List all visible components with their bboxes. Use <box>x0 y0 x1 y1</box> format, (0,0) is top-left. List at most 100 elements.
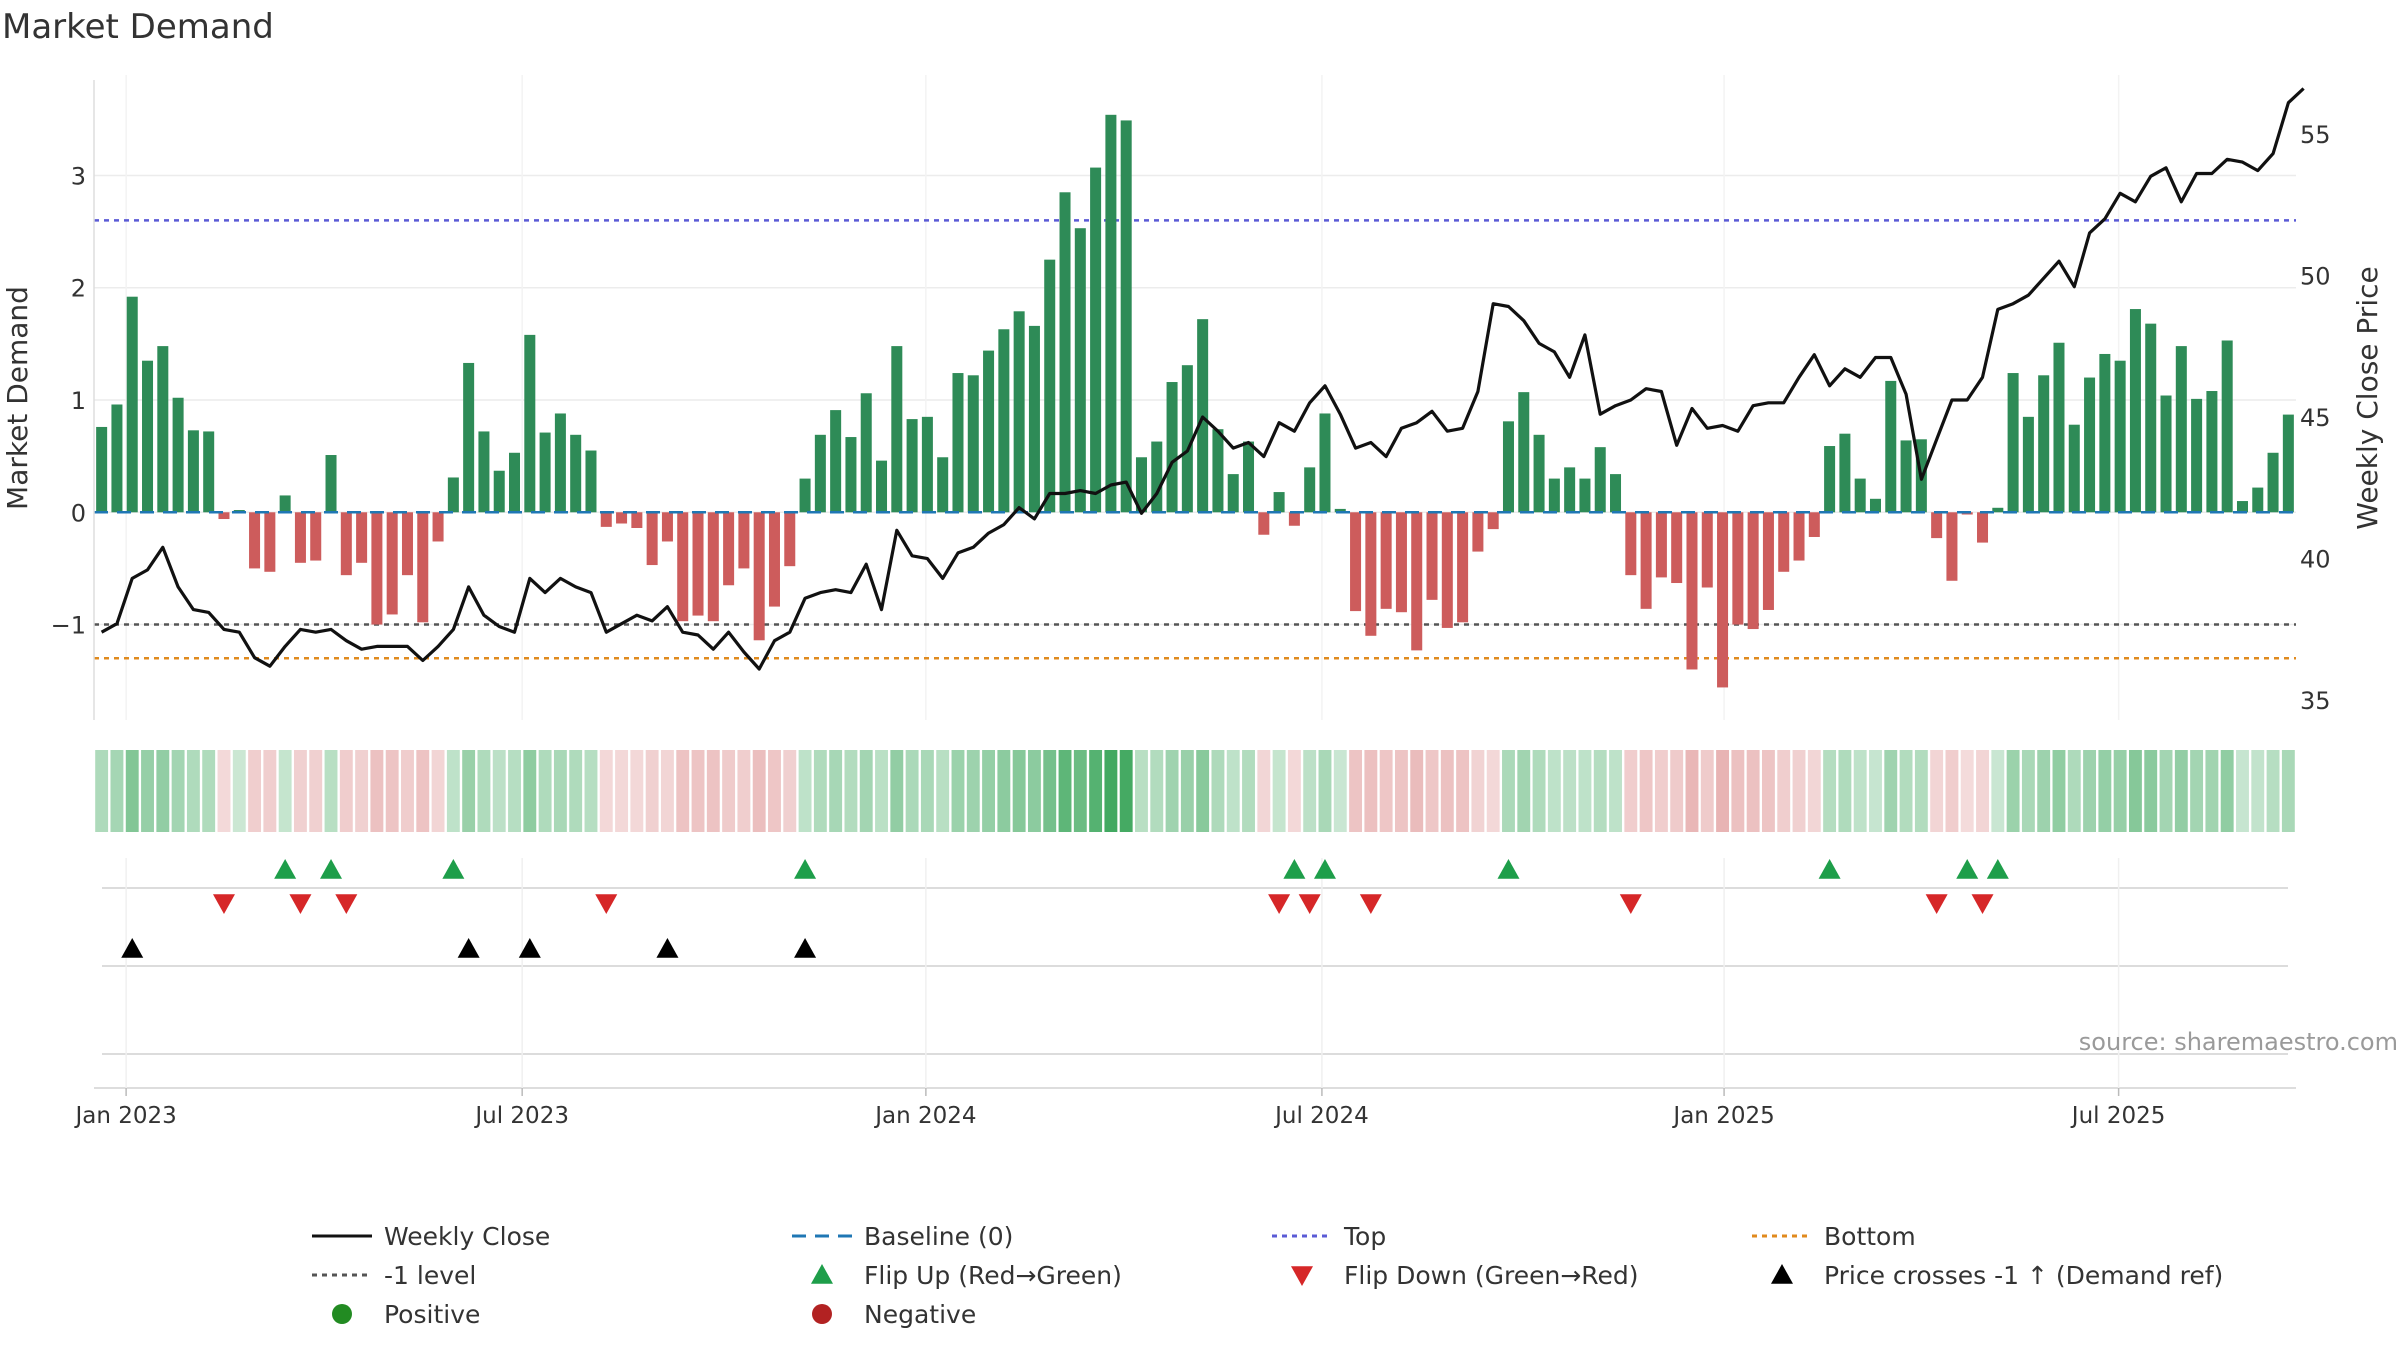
heat-cell <box>660 750 674 832</box>
heat-cell <box>95 750 109 832</box>
heat-cell <box>1563 750 1577 832</box>
heat-cell <box>1960 750 1974 832</box>
legend-item: Negative <box>812 1300 976 1329</box>
heat-cell <box>1838 750 1852 832</box>
triangle-up-marker <box>457 938 480 958</box>
demand-heat-strip <box>95 750 2295 832</box>
demand-bar <box>203 431 215 513</box>
x-tick-label: Jul 2023 <box>473 1103 569 1129</box>
demand-bar <box>906 419 918 513</box>
demand-bar <box>585 450 597 513</box>
demand-bar <box>1655 512 1667 578</box>
heat-cell <box>2052 750 2066 832</box>
legend-label: -1 level <box>384 1261 476 1290</box>
x-tick-label: Jul 2025 <box>2070 1103 2166 1129</box>
triangle-up-marker <box>1313 859 1336 879</box>
heat-cell <box>1257 750 1271 832</box>
demand-bar <box>1487 512 1499 530</box>
heat-cell <box>599 750 613 832</box>
demand-bar <box>1747 512 1759 630</box>
heat-cell <box>1440 750 1454 832</box>
heat-cell <box>1043 750 1057 832</box>
heat-cell <box>1578 750 1592 832</box>
legend-label: Bottom <box>1824 1222 1916 1251</box>
triangle-up-marker <box>442 859 465 879</box>
demand-bar <box>1074 228 1086 513</box>
heat-cell <box>2281 750 2295 832</box>
heat-cell <box>1135 750 1148 832</box>
legend-swatch-triangle-down <box>1291 1266 1313 1286</box>
heat-cell <box>2266 750 2280 832</box>
demand-bar <box>463 362 475 513</box>
demand-bar <box>2038 375 2050 513</box>
heat-cell <box>1456 750 1470 832</box>
demand-bar <box>677 512 689 622</box>
price-line-layer <box>100 87 2305 671</box>
heat-cell <box>171 750 185 832</box>
demand-bar <box>1808 512 1820 537</box>
heat-cell <box>875 750 888 832</box>
demand-bar <box>1869 498 1881 513</box>
heat-cell <box>722 750 736 832</box>
demand-bar <box>600 512 612 527</box>
demand-bar <box>799 478 811 513</box>
triangle-up-marker <box>794 938 817 958</box>
heat-cell <box>217 750 231 832</box>
demand-bar <box>2175 346 2187 513</box>
demand-bar <box>157 346 169 513</box>
demand-bar <box>1151 441 1163 513</box>
demand-bar <box>1457 512 1469 623</box>
triangle-down-marker <box>1619 894 1642 914</box>
legend-label: Price crosses -1 ↑ (Demand ref) <box>1824 1261 2223 1290</box>
heat-cell <box>1792 750 1806 832</box>
demand-bar <box>1365 512 1377 636</box>
demand-bar <box>279 495 291 513</box>
demand-bar <box>830 410 842 513</box>
y-axis-label-right: Weekly Close Price <box>2351 266 2384 529</box>
demand-bar <box>1258 512 1270 535</box>
heat-cell <box>1425 750 1439 832</box>
heat-cell <box>1547 750 1561 832</box>
heat-cell <box>1624 750 1638 832</box>
demand-bar <box>967 375 979 513</box>
demand-bar <box>1885 380 1897 513</box>
heat-cell <box>1517 750 1531 832</box>
heat-cell <box>1364 750 1378 832</box>
heat-cell <box>905 750 919 832</box>
legend-swatch-dot <box>332 1304 352 1324</box>
demand-bar <box>1778 512 1790 572</box>
heat-cell <box>416 750 430 832</box>
heat-cell <box>1502 750 1515 832</box>
legend-item: -1 level <box>312 1261 476 1290</box>
legend-swatch-triangle-up <box>811 1264 833 1284</box>
demand-bar <box>983 350 995 513</box>
legend-item: Bottom <box>1752 1222 1916 1251</box>
demand-bar <box>2252 487 2264 513</box>
heat-cell <box>309 750 323 832</box>
demand-bar <box>570 434 582 513</box>
heat-cell <box>1226 750 1240 832</box>
heat-cell <box>2037 750 2051 832</box>
demand-bar <box>371 512 383 625</box>
demand-bar <box>2145 323 2157 513</box>
heat-cell <box>1303 750 1317 832</box>
demand-bar <box>1426 512 1438 600</box>
demand-bar <box>860 393 872 513</box>
heat-cell <box>2236 750 2249 832</box>
demand-bar <box>2221 340 2233 513</box>
demand-bar <box>1319 413 1331 513</box>
demand-bar <box>1977 512 1989 543</box>
demand-bar <box>814 434 826 513</box>
triangle-down-marker <box>595 894 618 914</box>
heat-cell <box>1639 750 1653 832</box>
demand-bar <box>738 512 750 569</box>
demand-bar <box>692 512 704 616</box>
demand-bar <box>432 512 444 542</box>
event-marker-rows: Jan 2023 Jul 2023 Jan 2024 Jul 2024 Jan 2025… <box>73 858 2296 1129</box>
heat-cell <box>966 750 980 832</box>
heat-cell <box>1884 750 1898 832</box>
legend-item: Flip Up (Red→Green) <box>811 1261 1122 1290</box>
heat-cell <box>2159 750 2173 832</box>
demand-bar <box>768 512 780 607</box>
